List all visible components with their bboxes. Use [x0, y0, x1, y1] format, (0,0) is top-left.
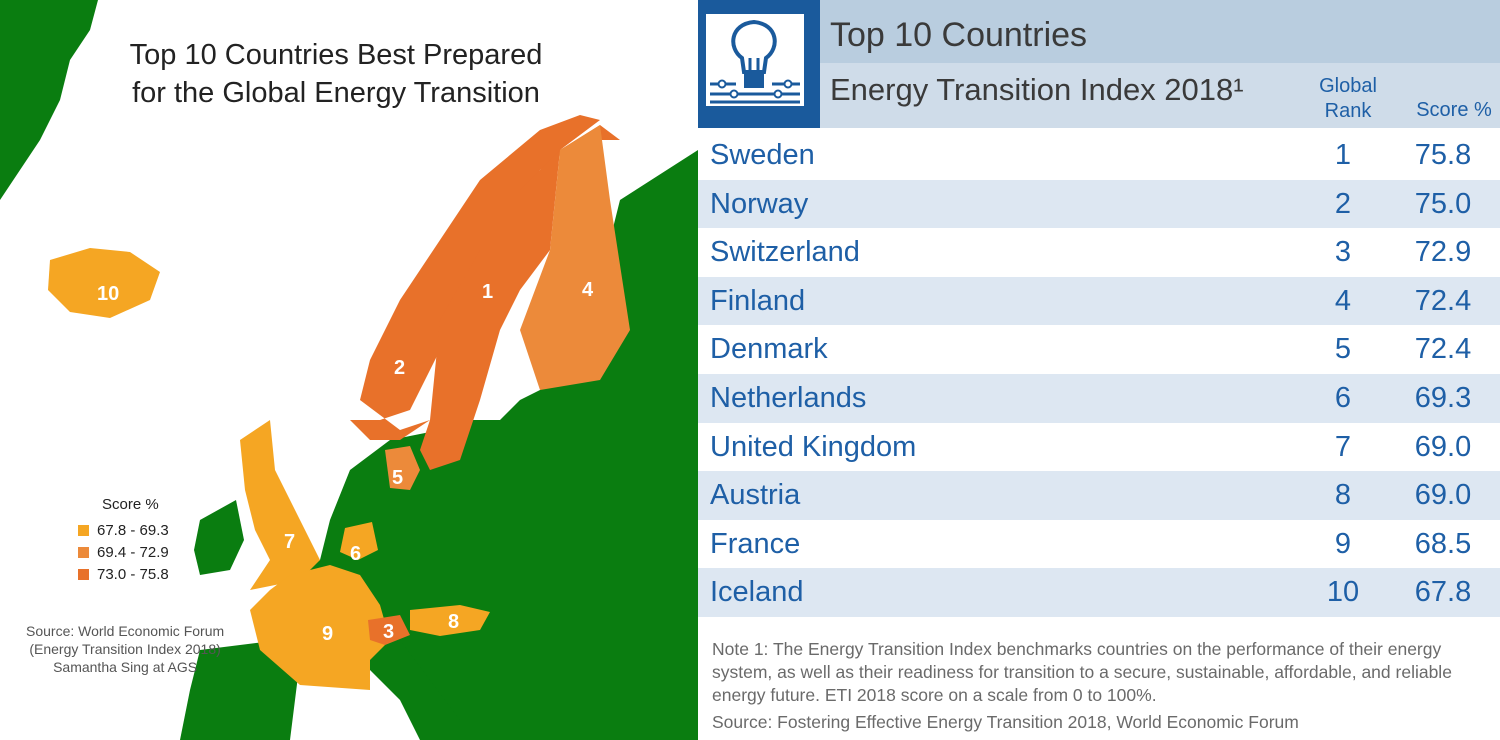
lightbulb-icon — [706, 14, 804, 106]
score-value: 75.0 — [1414, 187, 1472, 220]
legend-label: 67.8 - 69.3 — [97, 521, 169, 539]
legend-item: 67.8 - 69.3 — [78, 519, 169, 541]
legend-swatch — [78, 546, 89, 558]
country-norway — [350, 115, 620, 440]
country-name: Sweden — [710, 139, 815, 171]
table-row: Finland 4 72.4 — [698, 276, 1500, 326]
map-graphic: 1 2 3 4 5 6 7 8 9 10 — [0, 0, 698, 740]
ranking-table-panel: Top 10 Countries Energy Transition Index… — [698, 0, 1500, 740]
country-name: Denmark — [710, 333, 828, 366]
map-source-line: Samantha Sing at AGS — [53, 659, 198, 675]
global-rank: 9 — [1334, 527, 1352, 560]
legend-title: Score % — [102, 496, 159, 513]
table-row: Switzerland 3 72.9 — [698, 228, 1500, 277]
country-name: France — [710, 527, 801, 560]
europe-map: 1 2 3 4 5 6 7 8 9 10 Top 10 Countries Be… — [0, 0, 698, 740]
ireland-landmass — [194, 500, 244, 575]
map-title-line2: for the Global Energy Transition — [132, 77, 540, 109]
logo-box — [698, 0, 820, 128]
score-value: 68.5 — [1414, 527, 1472, 560]
country-finland — [520, 125, 630, 390]
iberia-landmass — [180, 640, 300, 740]
country-austria — [410, 605, 490, 636]
italy-landmass — [360, 640, 460, 740]
score-column-header: Score % — [1416, 99, 1492, 121]
country-uk — [240, 420, 320, 590]
table-row: Austria 8 69.0 — [698, 471, 1500, 520]
table-row: Netherlands 6 69.3 — [698, 373, 1500, 423]
score-value: 75.8 — [1414, 139, 1472, 171]
label-finland: 4 — [582, 279, 594, 301]
table-source: Source: Fostering Effective Energy Trans… — [712, 712, 1299, 732]
country-name: Austria — [710, 479, 801, 512]
global-rank: 10 — [1326, 576, 1360, 609]
country-name: Norway — [710, 187, 809, 220]
legend-label: 69.4 - 72.9 — [97, 543, 169, 561]
global-rank: 5 — [1334, 333, 1352, 366]
country-name: Iceland — [710, 576, 804, 609]
legend-item: 73.0 - 75.8 — [78, 563, 169, 585]
table-rows: Sweden 1 75.8 Norway 2 75.0 Switzerland … — [698, 131, 1500, 617]
country-name: Netherlands — [710, 381, 867, 414]
global-rank: 3 — [1334, 236, 1352, 269]
country-name: United Kingdom — [710, 430, 917, 463]
map-title-line1: Top 10 Countries Best Prepared — [129, 39, 543, 71]
table-row: Denmark 5 72.4 — [698, 325, 1500, 374]
table-header-title-band — [820, 0, 1500, 63]
label-uk: 7 — [284, 531, 295, 553]
score-value: 67.8 — [1414, 576, 1472, 609]
label-austria: 8 — [448, 611, 459, 633]
score-value: 72.4 — [1414, 333, 1472, 366]
label-sweden: 1 — [482, 281, 493, 303]
score-value: 69.0 — [1414, 430, 1472, 463]
global-rank: 7 — [1334, 430, 1352, 463]
europe-mainland — [280, 150, 698, 740]
score-value: 69.3 — [1414, 381, 1472, 414]
table-row: United Kingdom 7 69.0 — [698, 423, 1500, 472]
label-switzerland: 3 — [383, 621, 394, 643]
global-rank: 4 — [1334, 284, 1352, 317]
rank-header-line: Global — [1319, 75, 1377, 97]
country-sweden — [420, 150, 560, 470]
map-title: Top 10 Countries Best Prepared for the G… — [96, 36, 576, 112]
table-title: Top 10 Countries — [830, 16, 1088, 54]
score-value: 72.4 — [1414, 284, 1472, 317]
global-rank: 6 — [1334, 381, 1352, 414]
map-source-line: Source: World Economic Forum — [26, 623, 225, 639]
legend-swatch — [78, 524, 89, 536]
country-france — [250, 565, 390, 690]
country-name: Switzerland — [710, 236, 860, 269]
global-rank: 2 — [1334, 187, 1352, 220]
legend-item: 69.4 - 72.9 — [78, 541, 169, 563]
country-switzerland — [368, 615, 410, 645]
label-france: 9 — [322, 623, 333, 645]
map-legend: Score % 67.8 - 69.3 69.4 - 72.9 73.0 - 7… — [78, 496, 169, 585]
greenland-landmass — [0, 0, 98, 200]
country-netherlands — [340, 522, 378, 560]
rank-column-header: Global Rank — [1298, 74, 1398, 124]
table-row: Norway 2 75.0 — [698, 179, 1500, 229]
label-denmark: 5 — [392, 467, 403, 489]
legend-swatch — [78, 568, 89, 580]
country-iceland — [48, 248, 160, 318]
table-row: France 9 68.5 — [698, 520, 1500, 569]
label-norway: 2 — [394, 357, 405, 379]
map-source-line: (Energy Transition Index 2018) — [29, 641, 221, 657]
table-row: Sweden 1 75.8 — [698, 131, 1500, 180]
score-value: 72.9 — [1414, 236, 1472, 269]
table-row: Iceland 10 67.8 — [698, 568, 1500, 617]
legend-label: 73.0 - 75.8 — [97, 565, 169, 583]
score-value: 69.0 — [1414, 479, 1472, 512]
global-rank: 8 — [1334, 479, 1352, 512]
table-subtitle: Energy Transition Index 2018¹ — [830, 72, 1244, 107]
label-iceland: 10 — [97, 283, 119, 305]
global-rank: 1 — [1334, 139, 1352, 171]
rank-header-line: Rank — [1324, 100, 1372, 122]
country-name: Finland — [710, 284, 806, 317]
label-netherlands: 6 — [350, 543, 361, 565]
table-header: Top 10 Countries Energy Transition Index… — [698, 0, 1500, 128]
map-source: Source: World Economic Forum (Energy Tra… — [26, 622, 224, 676]
table-footnote: Note 1: The Energy Transition Index benc… — [712, 639, 1452, 705]
country-denmark — [385, 446, 420, 490]
